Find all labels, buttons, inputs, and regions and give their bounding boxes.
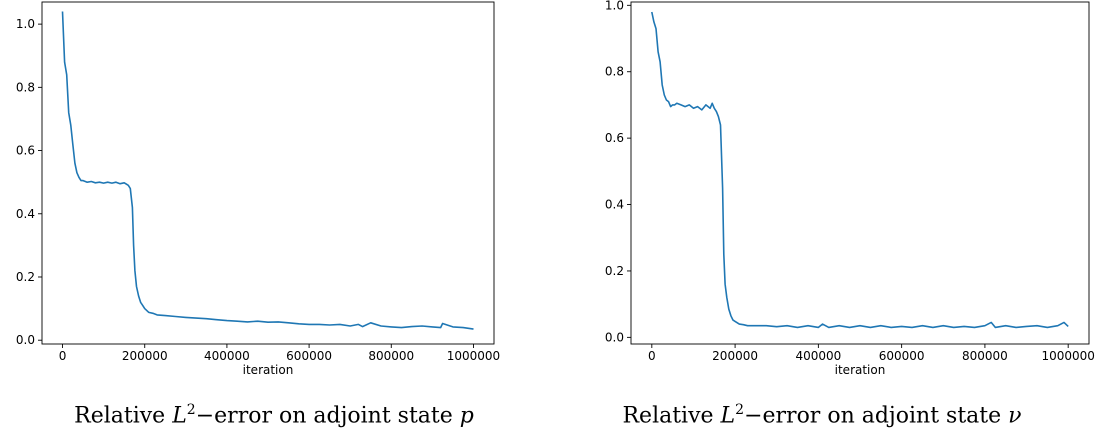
- y-tick-label: 0.8: [16, 80, 35, 94]
- x-tick-label: 1000000: [447, 349, 500, 363]
- x-tick-label: 400000: [795, 349, 841, 363]
- x-tick-label: 600000: [286, 349, 332, 363]
- y-tick-label: 0.6: [605, 131, 624, 145]
- y-tick-label: 0.2: [16, 270, 35, 284]
- x-tick-label: 0: [648, 349, 656, 363]
- x-axis-label: iteration: [243, 363, 294, 377]
- y-tick-label: 0.0: [605, 330, 624, 344]
- caption-mid: −error on adjoint state: [744, 403, 1009, 429]
- y-tick-label: 0.6: [16, 144, 35, 158]
- caption-norm-symbol: L: [720, 403, 736, 429]
- caption-p: Relative L2−error on adjoint state p: [0, 402, 548, 428]
- x-tick-label: 1000000: [1041, 349, 1094, 363]
- plot-frame: [630, 1, 1090, 345]
- y-tick-label: 0.4: [605, 198, 624, 212]
- y-tick-label: 0.0: [16, 333, 35, 347]
- series-line: [651, 11, 1069, 329]
- plot-frame: [41, 1, 495, 345]
- x-tick-label: 600000: [879, 349, 925, 363]
- x-tick-label: 200000: [712, 349, 758, 363]
- caption-norm-exponent: 2: [186, 402, 196, 418]
- y-tick-label: 0.8: [605, 65, 624, 79]
- chart-panel-left: 0 200000 400000 600000 800000 1000000 0.0 0.2 0.…: [0, 1, 548, 428]
- x-tick-label: 0: [59, 349, 67, 363]
- caption-norm-exponent: 2: [735, 402, 745, 418]
- x-tick-label: 200000: [122, 349, 168, 363]
- caption-nu: Relative L2−error on adjoint state ν: [548, 402, 1096, 428]
- y-tick-label: 0.2: [605, 264, 624, 278]
- caption-mid: −error on adjoint state: [195, 403, 460, 429]
- caption-variable: ν: [1008, 403, 1022, 429]
- caption-prefix: Relative: [622, 403, 721, 429]
- y-tick-label: 1.0: [16, 17, 35, 31]
- x-tick-label: 800000: [368, 349, 414, 363]
- caption-norm-symbol: L: [172, 403, 187, 429]
- x-axis-label: iteration: [835, 363, 886, 377]
- line-chart-nu: 0 200000 400000 600000 800000 1000000 0.0 0.2 0.…: [605, 0, 1095, 377]
- x-tick-label: 800000: [962, 349, 1008, 363]
- x-tick-label: 400000: [204, 349, 250, 363]
- caption-variable: p: [459, 403, 474, 429]
- y-tick-label: 1.0: [605, 0, 624, 12]
- line-chart-p: 0 200000 400000 600000 800000 1000000 0.0 0.2 0.…: [16, 1, 500, 377]
- chart-panel-right: 0 200000 400000 600000 800000 1000000 0.0 0.2 0.…: [548, 0, 1096, 438]
- y-tick-label: 0.4: [16, 207, 35, 221]
- caption-prefix: Relative: [74, 403, 173, 429]
- series-line: [61, 11, 474, 330]
